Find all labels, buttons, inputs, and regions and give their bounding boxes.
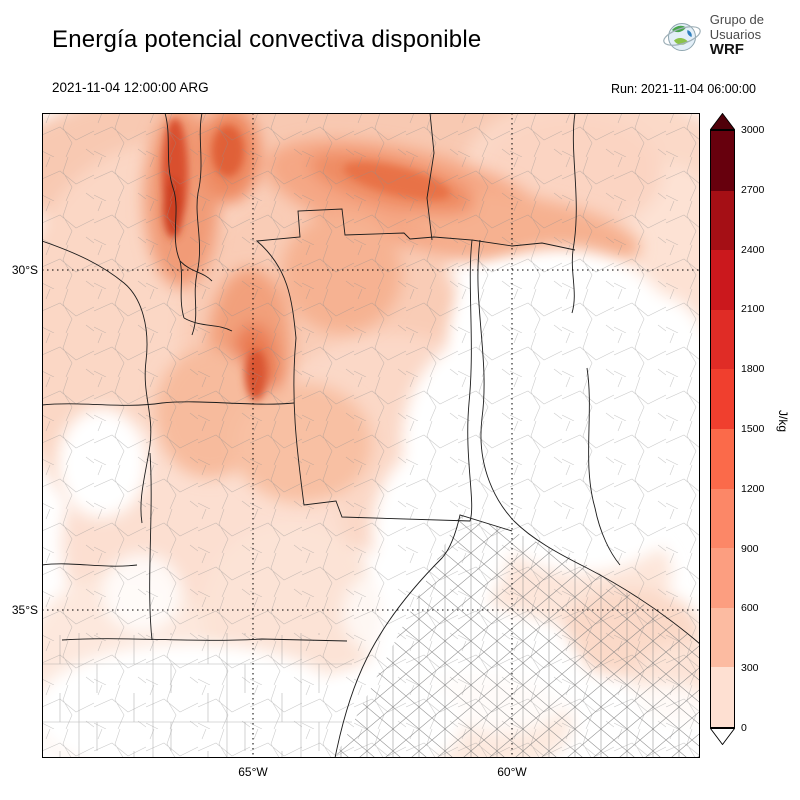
- map-frame-border: [42, 113, 700, 758]
- colorbar-unit-label: J/kg: [776, 410, 790, 433]
- page-title: Energía potencial convectiva disponible: [52, 26, 482, 53]
- logo-line-2: Usuarios: [709, 26, 762, 42]
- globe-icon: [662, 22, 701, 51]
- colorbar-up-arrow: [710, 113, 735, 130]
- buenos-aires-partidos-mesh: [335, 515, 700, 758]
- valid-time-label: 2021-11-04 12:00:00 ARG: [52, 80, 209, 95]
- colorbar-tick-label: 1800: [741, 363, 765, 376]
- colorbar-tick-label: 300: [741, 662, 759, 675]
- colorbar-tick-label: 0: [741, 722, 747, 734]
- run-time-label: Run: 2021-11-04 06:00:00: [610, 82, 756, 96]
- y-axis-tick-30s: 30°S: [11, 263, 38, 277]
- colorbar-down-arrow: [710, 728, 735, 745]
- logo-text: Grupo de Usuarios WRF: [709, 12, 764, 59]
- colorbar-tick-label: 2400: [741, 243, 765, 256]
- logo-line-1: Grupo de: [709, 12, 764, 27]
- x-axis-tick-65w: 65°W: [238, 765, 268, 779]
- cape-map-graphic: [42, 113, 700, 758]
- colorbar-tick-label: 900: [741, 542, 759, 555]
- logo-line-3: WRF: [709, 41, 744, 59]
- colorbar-tick-label: 2700: [741, 183, 765, 196]
- map-canvas: [42, 113, 700, 758]
- la-pampa-departments-mesh: [42, 633, 352, 758]
- colorbar-bar: [710, 130, 735, 728]
- y-axis-tick-35s: 35°S: [11, 603, 38, 617]
- colorbar-ticks: 3000 2700 2400 2100 1800 1500 1200 900 600 300 0: [741, 124, 781, 734]
- colorbar-tick-label: 3000: [741, 124, 765, 136]
- x-axis-tick-60w: 60°W: [497, 765, 527, 779]
- colorbar-tick-label: 1500: [741, 423, 765, 435]
- colorbar-tick-label: 600: [741, 602, 759, 615]
- colorbar: 3000 2700 2400 2100 1800 1500 1200 900 600 300 0 J…: [710, 113, 798, 763]
- wrf-logo: Grupo de Usuarios WRF: [661, 12, 764, 59]
- colorbar-tick-label: 1200: [741, 482, 765, 495]
- province-borders: [42, 113, 700, 758]
- colorbar-tick-label: 2100: [741, 303, 765, 316]
